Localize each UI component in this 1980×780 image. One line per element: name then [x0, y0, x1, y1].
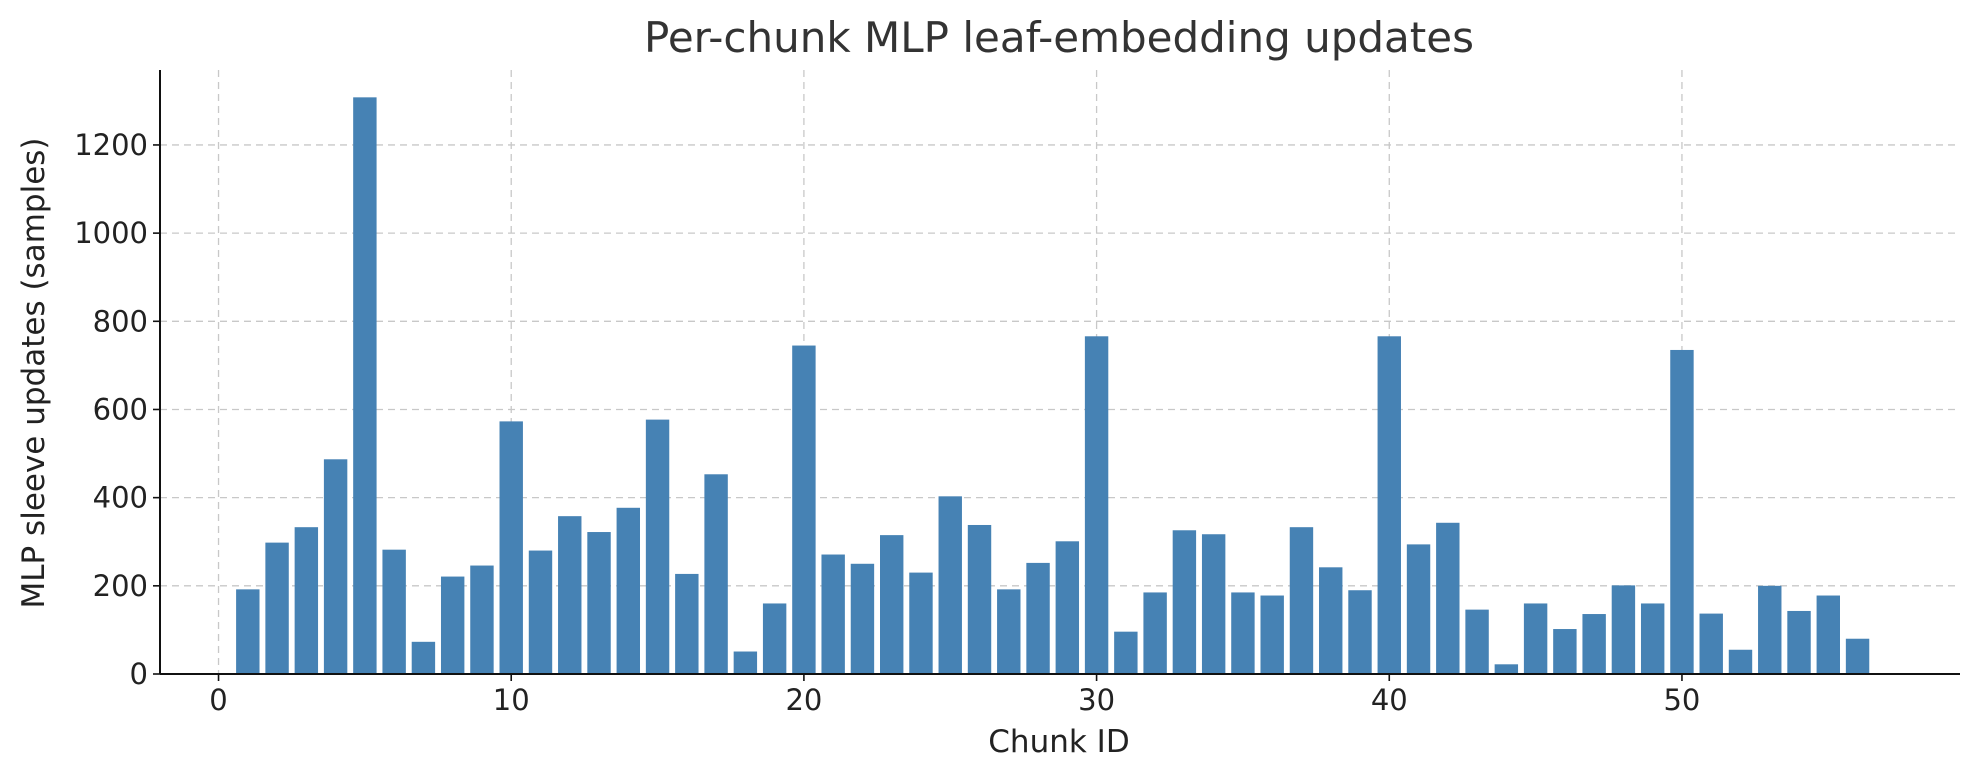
- bar: [1172, 530, 1197, 674]
- bar: [967, 524, 992, 674]
- y-axis-label: MLP sleeve updates (samples): [16, 137, 52, 608]
- bar: [1201, 534, 1226, 674]
- bar: [1845, 638, 1870, 674]
- x-tick-label: 30: [1078, 683, 1115, 717]
- x-tick-label: 10: [493, 683, 530, 717]
- bar: [265, 542, 289, 674]
- x-tick-label: 40: [1371, 683, 1408, 717]
- bar: [733, 651, 758, 674]
- y-tick-label: 200: [93, 569, 148, 603]
- bar: [880, 535, 904, 674]
- bar: [1582, 614, 1606, 674]
- bar: [1289, 527, 1314, 674]
- bar: [1114, 631, 1138, 674]
- bar: [1670, 349, 1694, 674]
- bar: [1348, 590, 1372, 674]
- x-axis-label: Chunk ID: [988, 724, 1129, 760]
- bar: [1523, 603, 1548, 674]
- bar: [1465, 609, 1489, 674]
- bar: [1319, 567, 1343, 674]
- bar: [323, 459, 348, 674]
- bar: [1084, 336, 1109, 674]
- bar: [1728, 649, 1753, 674]
- bar: [1640, 603, 1665, 674]
- x-tick-label: 50: [1663, 683, 1700, 717]
- bar: [1787, 610, 1811, 674]
- bar: [1611, 585, 1636, 674]
- bar: [645, 419, 670, 674]
- bar: [236, 589, 260, 674]
- bar: [675, 573, 699, 674]
- bar: [499, 421, 523, 674]
- bar: [353, 97, 377, 675]
- bar: [528, 550, 553, 674]
- bar: [411, 641, 436, 674]
- y-tick-label: 600: [93, 392, 148, 426]
- bar: [382, 549, 406, 674]
- bar: [704, 474, 728, 674]
- chart-title: Per-chunk MLP leaf-embedding updates: [644, 13, 1474, 62]
- bar: [1406, 544, 1431, 674]
- bar: [1260, 595, 1284, 674]
- bar: [850, 563, 875, 674]
- bar: [762, 603, 787, 674]
- bar: [294, 527, 319, 674]
- tick-labels: 0 10 20 30 40 50 0 200 400 600 800 1000 1200: [74, 128, 1700, 717]
- bar: [616, 507, 640, 674]
- bar: [1436, 522, 1460, 674]
- x-tick-label: 0: [209, 683, 227, 717]
- bar: [792, 345, 816, 674]
- bar: [909, 572, 933, 674]
- y-tick-label: 1000: [74, 216, 148, 250]
- bar: [938, 496, 962, 674]
- bar: [587, 532, 611, 674]
- axes: [153, 70, 1960, 681]
- bar: [1758, 585, 1782, 674]
- bar: [440, 576, 465, 674]
- y-tick-label: 0: [130, 657, 148, 691]
- bar: [1816, 595, 1840, 674]
- y-tick-label: 1200: [74, 128, 148, 162]
- bar: [1377, 336, 1401, 674]
- bar: [1231, 592, 1255, 674]
- x-tick-label: 20: [785, 683, 822, 717]
- bar: [1699, 613, 1723, 674]
- bar: [821, 554, 845, 674]
- y-tick-label: 800: [93, 304, 148, 338]
- bar: [470, 565, 494, 674]
- y-tick-label: 400: [93, 481, 148, 515]
- bar: [1055, 541, 1080, 674]
- bar: [558, 516, 582, 674]
- bar: [1494, 664, 1519, 674]
- bars: [236, 97, 1870, 675]
- bar: [1026, 562, 1050, 674]
- bar: [997, 589, 1021, 674]
- bar: [1143, 592, 1167, 674]
- bar: [1553, 629, 1577, 674]
